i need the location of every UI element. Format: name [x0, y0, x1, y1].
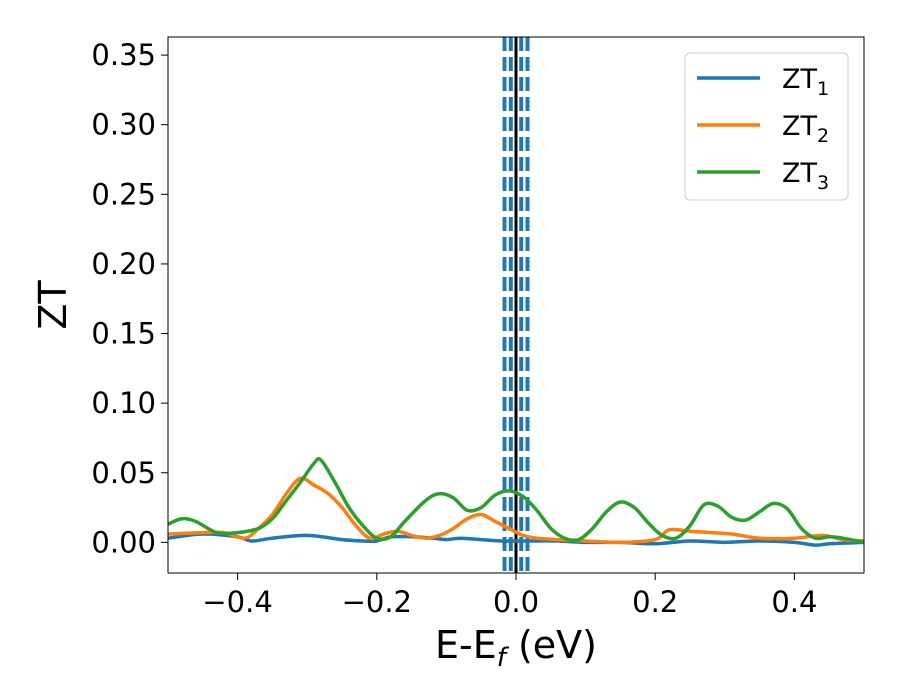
series-line-zt3: [168, 456, 864, 545]
x-axis-label: E-Ef (eV): [435, 623, 597, 673]
x-tick-label: 0.0: [493, 585, 539, 619]
x-tick-label: 0.4: [771, 585, 817, 619]
x-tick-label: −0.2: [342, 585, 412, 619]
y-tick-label: 0.10: [91, 386, 156, 420]
y-tick-label: 0.05: [91, 456, 156, 490]
y-axis-label: ZT: [31, 280, 75, 330]
legend-box: [684, 52, 849, 201]
y-tick-label: 0.00: [91, 525, 156, 559]
y-tick-label: 0.20: [91, 247, 156, 281]
legend-label-zt2: ZT2: [782, 111, 829, 147]
legend-label-zt1: ZT1: [782, 64, 829, 100]
y-tick-label: 0.30: [91, 108, 156, 142]
x-tick-label: 0.2: [632, 585, 678, 619]
legend: ZT1 ZT2 ZT3: [684, 52, 849, 201]
y-tick-label: 0.35: [91, 38, 156, 72]
x-axis: −0.4 −0.2 0.0 0.2 0.4: [202, 573, 817, 619]
x-tick-label: −0.4: [202, 585, 272, 619]
y-axis: 0.00 0.05 0.10 0.15 0.20 0.25 0.30 0.35: [91, 38, 168, 559]
series-line-zt2: [168, 476, 864, 545]
y-tick-label: 0.25: [91, 177, 156, 211]
series-layer: [168, 456, 864, 547]
reference-lines: [502, 37, 530, 573]
series-line-zt1: [168, 532, 864, 547]
legend-label-zt3: ZT3: [782, 158, 829, 194]
y-tick-label: 0.15: [91, 317, 156, 351]
